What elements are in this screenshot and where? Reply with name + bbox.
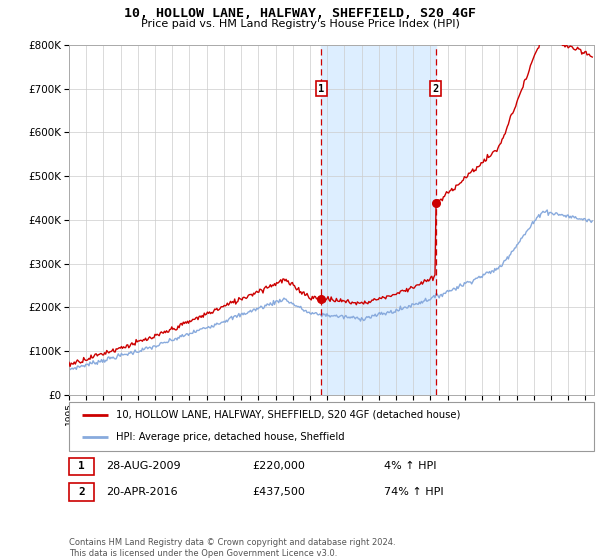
Bar bbox=[69, 483, 94, 501]
Text: HPI: Average price, detached house, Sheffield: HPI: Average price, detached house, Shef… bbox=[116, 432, 345, 442]
Text: 10, HOLLOW LANE, HALFWAY, SHEFFIELD, S20 4GF: 10, HOLLOW LANE, HALFWAY, SHEFFIELD, S20… bbox=[124, 7, 476, 20]
Text: 2: 2 bbox=[78, 487, 85, 497]
Bar bbox=[322, 45, 436, 395]
Text: 20-APR-2016: 20-APR-2016 bbox=[106, 487, 178, 497]
Text: £220,000: £220,000 bbox=[253, 461, 305, 472]
Text: 4% ↑ HPI: 4% ↑ HPI bbox=[384, 461, 437, 472]
Text: Contains HM Land Registry data © Crown copyright and database right 2024.
This d: Contains HM Land Registry data © Crown c… bbox=[69, 538, 395, 558]
Text: 10, HOLLOW LANE, HALFWAY, SHEFFIELD, S20 4GF (detached house): 10, HOLLOW LANE, HALFWAY, SHEFFIELD, S20… bbox=[116, 410, 461, 420]
Text: 28-AUG-2009: 28-AUG-2009 bbox=[106, 461, 181, 472]
Text: 1: 1 bbox=[319, 83, 325, 94]
Text: 1: 1 bbox=[78, 461, 85, 472]
Text: £437,500: £437,500 bbox=[253, 487, 305, 497]
Text: 74% ↑ HPI: 74% ↑ HPI bbox=[384, 487, 443, 497]
Text: Price paid vs. HM Land Registry's House Price Index (HPI): Price paid vs. HM Land Registry's House … bbox=[140, 19, 460, 29]
Text: 2: 2 bbox=[433, 83, 439, 94]
Bar bbox=[69, 458, 94, 475]
